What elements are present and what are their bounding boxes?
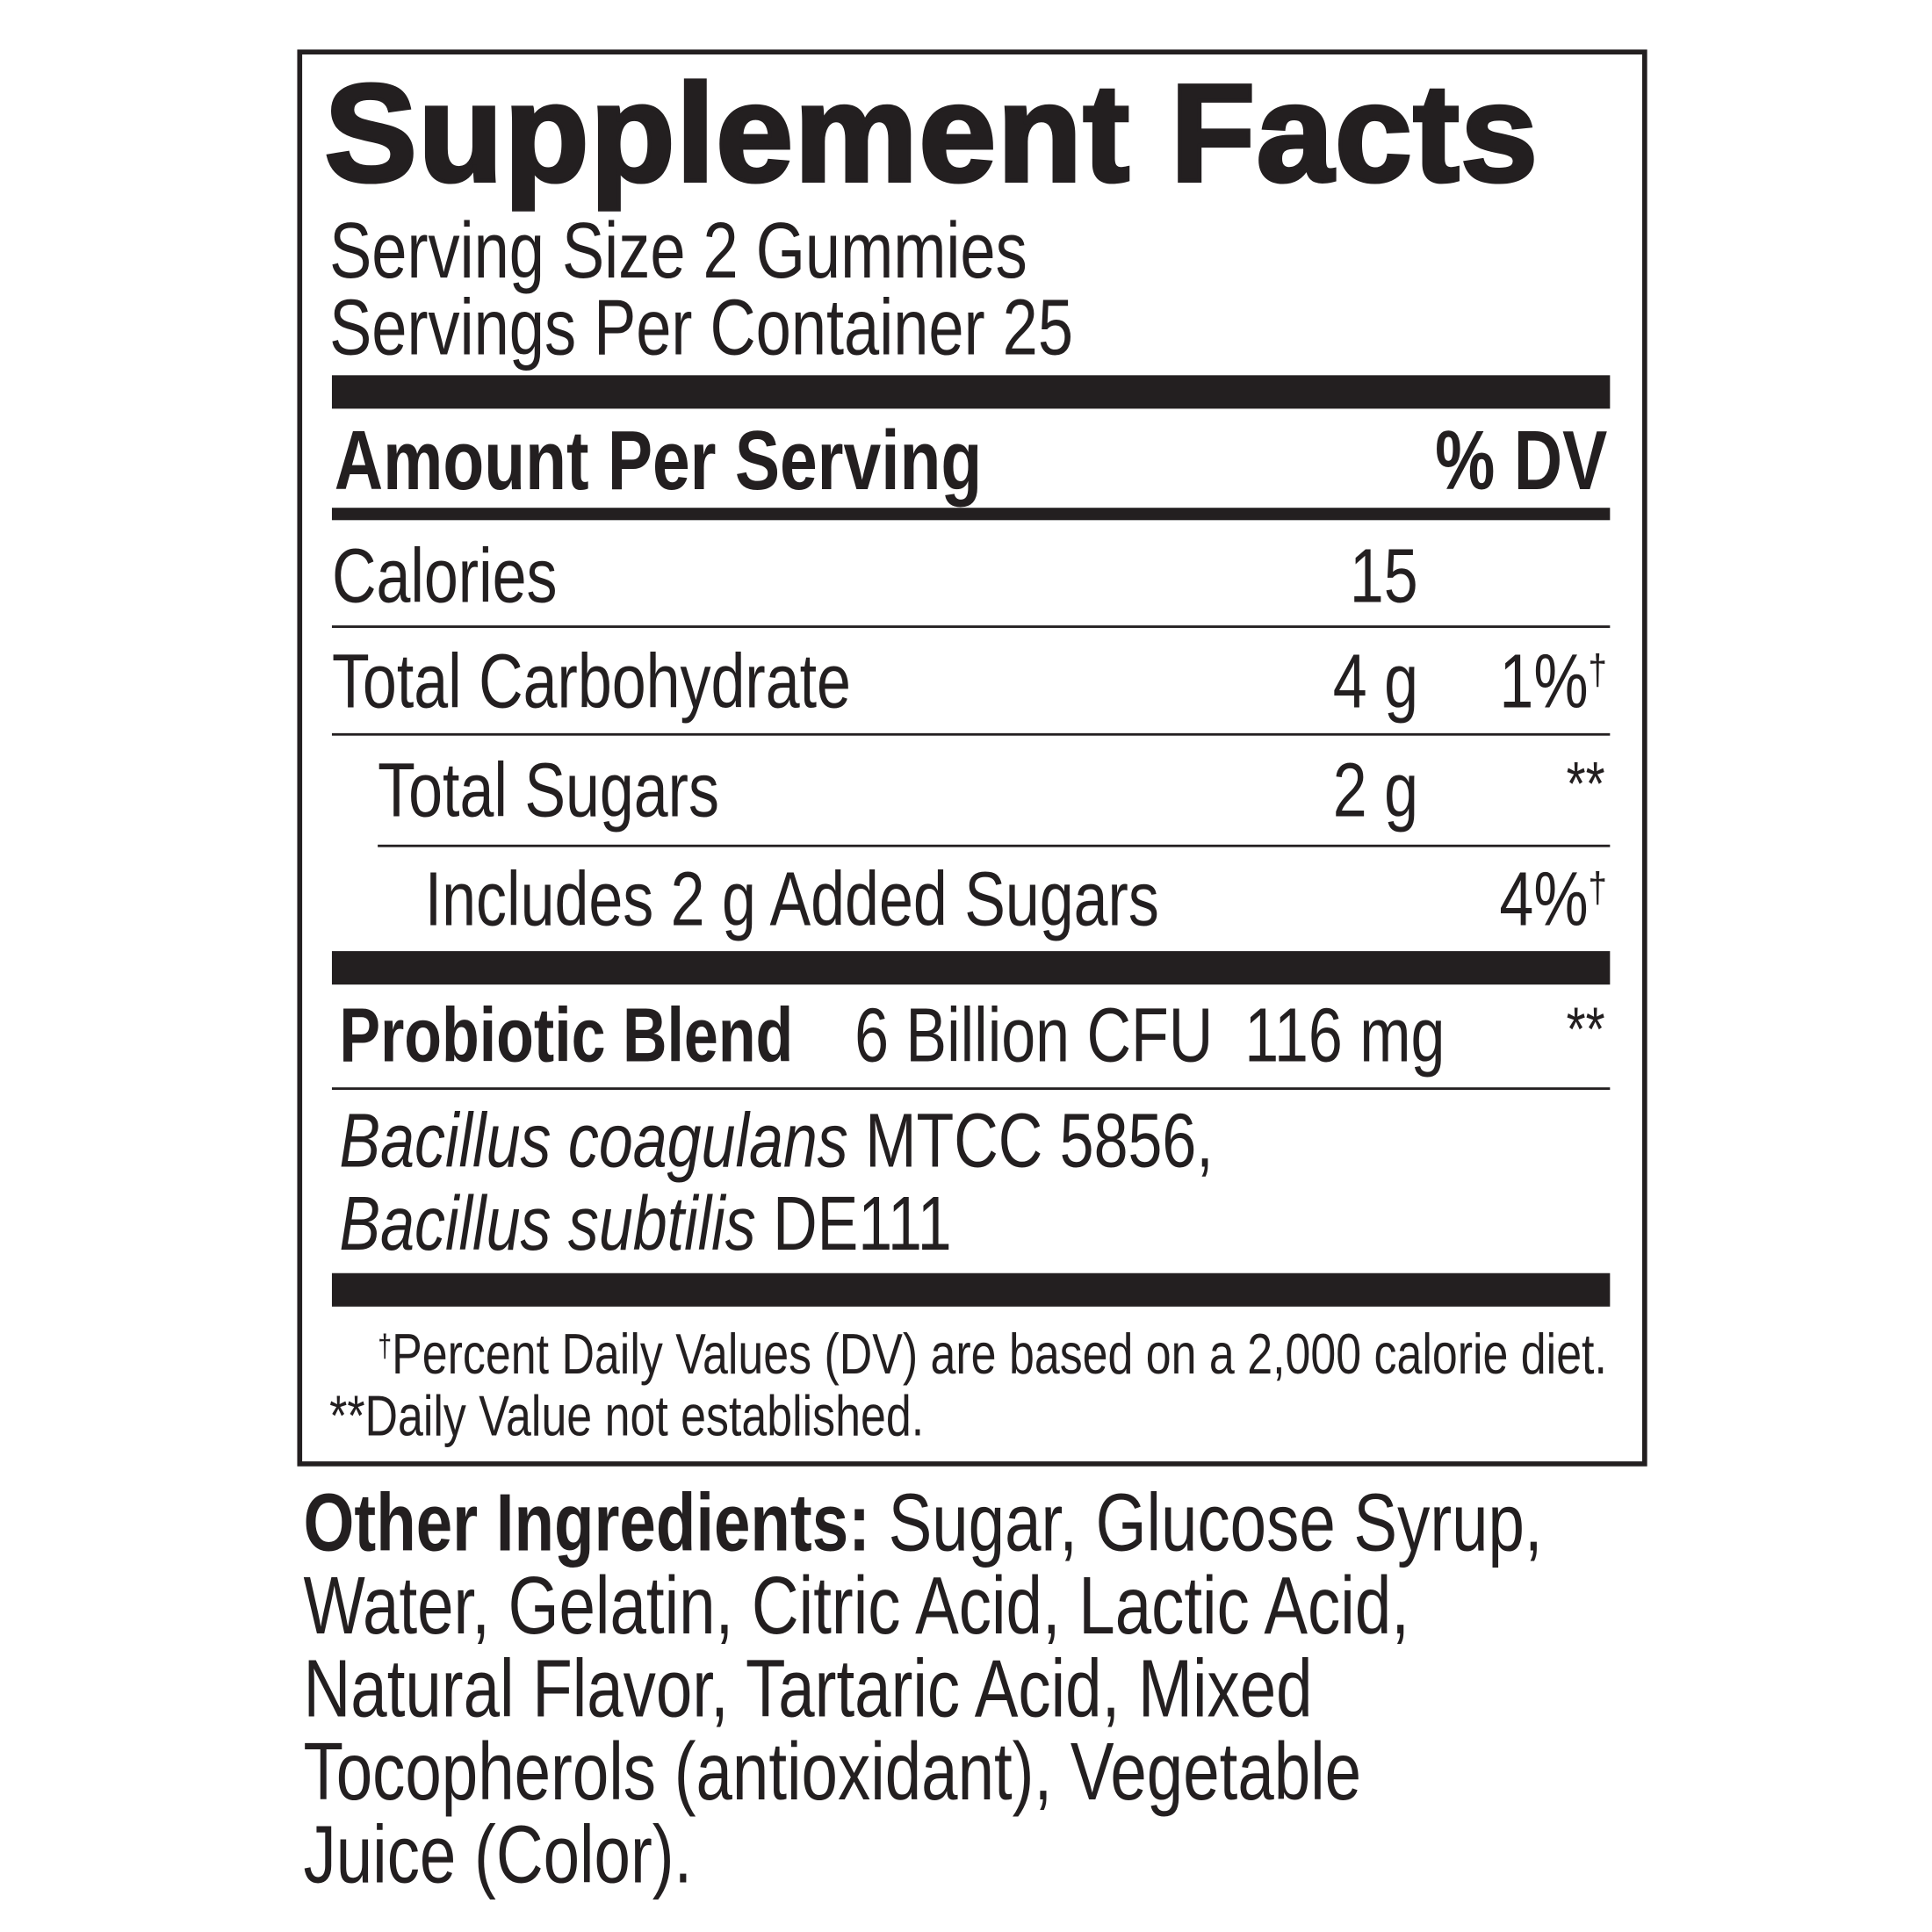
added-sugars-label: Includes 2 g Added Sugars <box>424 856 1159 943</box>
dv-header: % DV <box>1435 414 1608 508</box>
added-sugars-dv: 4%† <box>1500 861 1608 939</box>
thick-divider <box>331 1272 1611 1307</box>
probiotic-blend-cfu: 6 Billion CFU <box>854 993 1214 1079</box>
strain-line: Bacillus subtilis DE111 <box>339 1186 951 1263</box>
total-carbohydrate-amount: 4 g <box>1332 638 1418 725</box>
total-sugars-dv: ** <box>1566 749 1605 819</box>
dagger-mark: † <box>378 1329 393 1364</box>
dagger-mark: † <box>1589 646 1608 695</box>
facts-panel-border <box>297 49 1647 1467</box>
probiotic-blend-amount: 116 mg <box>1244 993 1445 1079</box>
other-ingredients-line: Tocopherols (antioxidant), Vegetable <box>303 1725 1362 1817</box>
other-ingredients-line: Natural Flavor, Tartaric Acid, Mixed <box>303 1642 1313 1734</box>
serving-size: Serving Size 2 Gummies <box>329 205 1027 295</box>
total-sugars-amount: 2 g <box>1332 747 1418 834</box>
total-carbohydrate-dv: 1%† <box>1500 644 1607 720</box>
calories-label: Calories <box>331 533 558 620</box>
other-ingredients-line: Water, Gelatin, Citric Acid, Lactic Acid… <box>303 1559 1409 1651</box>
thin-divider <box>331 625 1611 629</box>
species-name: Bacillus coagulans <box>339 1098 848 1185</box>
thin-divider <box>331 1087 1611 1091</box>
footnote-text: Percent Daily Values (DV) are based on a… <box>392 1321 1608 1387</box>
panel-title: Supplement Facts <box>322 55 1539 211</box>
dagger-mark: † <box>1589 864 1608 912</box>
ingredients-text: Sugar, Glucose Syrup, <box>869 1476 1543 1568</box>
thick-divider <box>331 375 1611 409</box>
total-carbohydrate-label: Total Carbohydrate <box>331 638 851 725</box>
other-ingredients-line: Other Ingredients: Sugar, Glucose Syrup, <box>304 1481 1543 1563</box>
calories-amount: 15 <box>1349 533 1418 620</box>
dv-value: 1% <box>1500 638 1590 725</box>
medium-divider <box>331 508 1611 521</box>
probiotic-blend-label: Probiotic Blend <box>339 993 794 1079</box>
footnote-daily-values: †Percent Daily Values (DV) are based on … <box>378 1325 1608 1382</box>
other-ingredients-heading: Other Ingredients: <box>303 1476 870 1568</box>
strain-line: Bacillus coagulans MTCC 5856, <box>339 1103 1213 1180</box>
thin-divider <box>331 732 1611 736</box>
total-sugars-label: Total Sugars <box>378 747 719 834</box>
servings-per-container: Servings Per Container 25 <box>329 282 1073 372</box>
amount-per-serving-header: Amount Per Serving <box>334 414 983 508</box>
strain-id: MTCC 5856, <box>847 1098 1214 1185</box>
dv-value: 4% <box>1500 856 1590 943</box>
thick-divider <box>331 951 1611 985</box>
probiotic-blend-dv: ** <box>1566 994 1605 1064</box>
strain-id: DE111 <box>755 1181 952 1267</box>
thin-divider <box>378 844 1611 847</box>
species-name: Bacillus subtilis <box>339 1181 756 1267</box>
footnote-not-established: **Daily Value not established. <box>329 1383 925 1448</box>
other-ingredients-line: Juice (Color). <box>303 1807 693 1900</box>
